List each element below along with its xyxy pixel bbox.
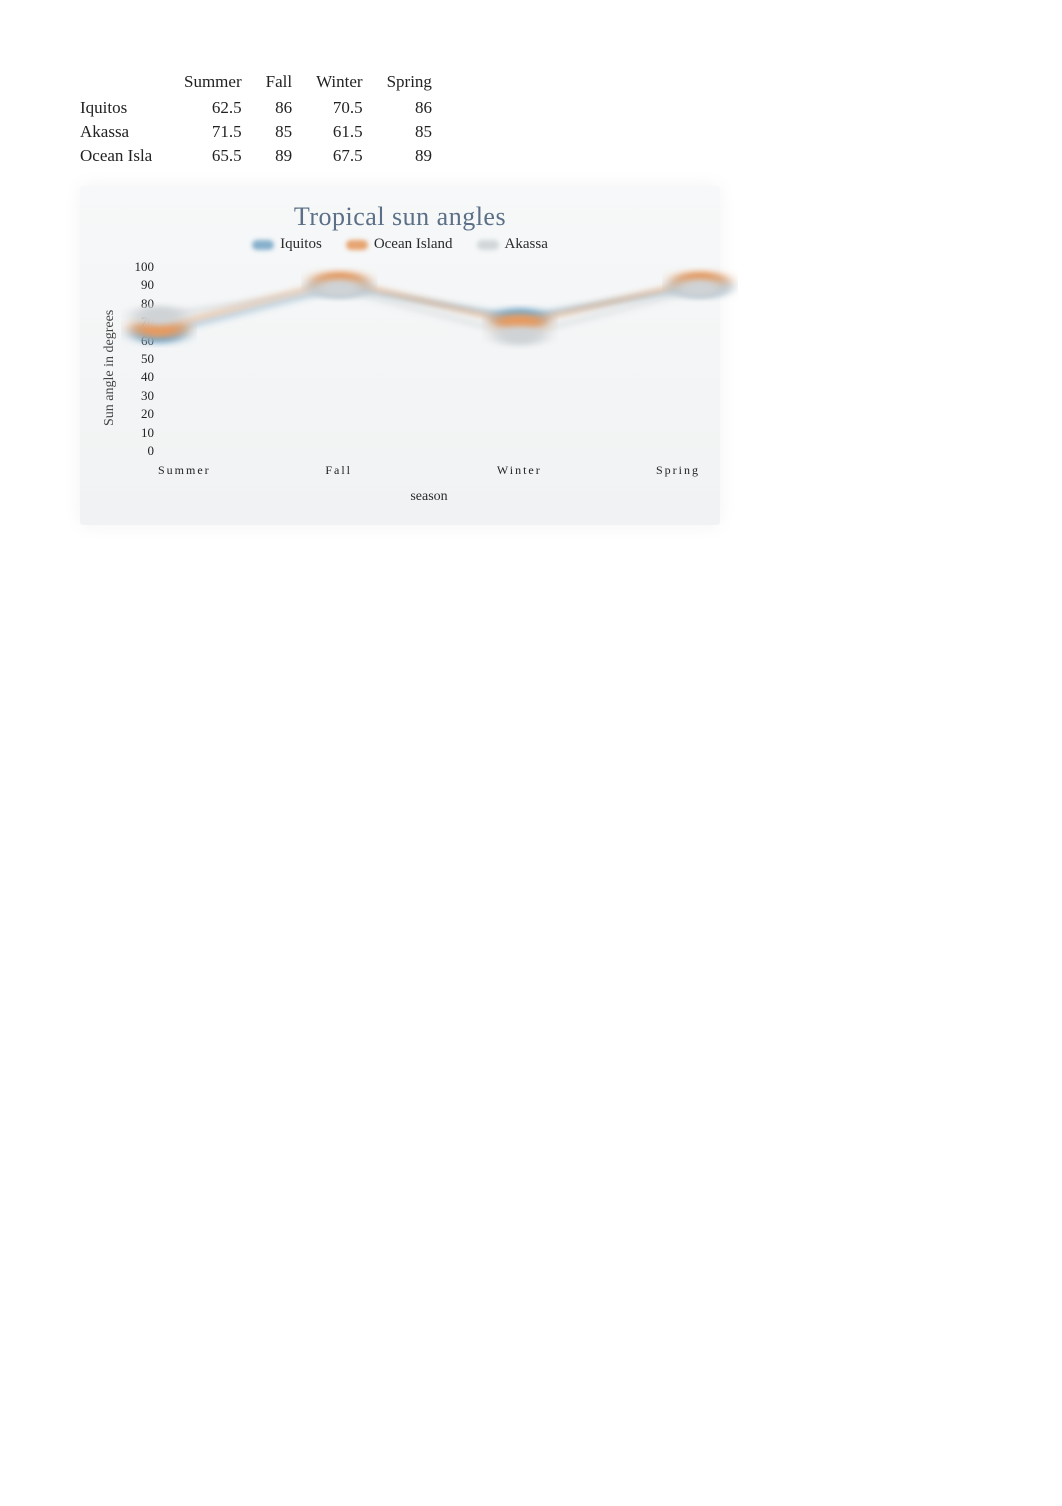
xtick-label: Winter <box>497 463 542 478</box>
chart-xlabel: season <box>158 479 700 505</box>
xtick-label: Summer <box>158 463 211 478</box>
row-label: Iquitos <box>80 96 172 120</box>
table-row: Ocean Isla 65.5 89 67.5 89 <box>80 144 444 168</box>
series-marker <box>673 279 727 299</box>
legend-swatch-icon <box>252 240 274 250</box>
chart-ylabel: Sun angle in degrees <box>100 259 120 477</box>
ytick-label: 10 <box>141 425 154 441</box>
xtick-label: Spring <box>656 463 700 478</box>
xtick-label: Fall <box>325 463 352 478</box>
ytick-label: 100 <box>135 259 155 275</box>
series-marker <box>132 306 186 326</box>
legend-swatch-icon <box>346 240 368 250</box>
chart-legend: Iquitos Ocean Island Akassa <box>100 236 700 259</box>
chart-yticks: 0102030405060708090100 <box>120 259 158 459</box>
ytick-label: 30 <box>141 388 154 404</box>
cell: 85 <box>375 120 444 144</box>
row-label: Ocean Isla <box>80 144 172 168</box>
table-row: Akassa 71.5 85 61.5 85 <box>80 120 444 144</box>
legend-item: Akassa <box>477 236 548 253</box>
legend-label: Akassa <box>505 236 548 253</box>
ytick-label: 40 <box>141 369 154 385</box>
ytick-label: 0 <box>148 443 155 459</box>
cell: 86 <box>254 96 304 120</box>
legend-item: Ocean Island <box>346 236 453 253</box>
chart-title: Tropical sun angles <box>100 196 700 236</box>
ytick-label: 50 <box>141 351 154 367</box>
data-table: Summer Fall Winter Spring Iquitos 62.5 8… <box>80 70 444 168</box>
legend-label: Ocean Island <box>374 236 453 253</box>
col-fall: Fall <box>254 70 304 96</box>
series-marker <box>312 279 366 299</box>
cell: 86 <box>375 96 444 120</box>
legend-label: Iquitos <box>280 236 322 253</box>
series-marker <box>493 326 547 346</box>
cell: 71.5 <box>172 120 254 144</box>
cell: 62.5 <box>172 96 254 120</box>
cell: 85 <box>254 120 304 144</box>
chart-card: Tropical sun angles Iquitos Ocean Island… <box>80 186 720 525</box>
col-spring: Spring <box>375 70 444 96</box>
col-winter: Winter <box>304 70 375 96</box>
chart-plot-area <box>158 259 700 459</box>
col-summer: Summer <box>172 70 254 96</box>
row-label: Akassa <box>80 120 172 144</box>
cell: 61.5 <box>304 120 375 144</box>
cell: 89 <box>254 144 304 168</box>
cell: 70.5 <box>304 96 375 120</box>
ytick-label: 90 <box>141 277 154 293</box>
cell: 65.5 <box>172 144 254 168</box>
ytick-label: 20 <box>141 406 154 422</box>
chart-xticks: Summer Fall Winter Spring <box>158 459 700 479</box>
cell: 67.5 <box>304 144 375 168</box>
legend-swatch-icon <box>477 240 499 250</box>
legend-item: Iquitos <box>252 236 322 253</box>
table-row: Iquitos 62.5 86 70.5 86 <box>80 96 444 120</box>
cell: 89 <box>375 144 444 168</box>
